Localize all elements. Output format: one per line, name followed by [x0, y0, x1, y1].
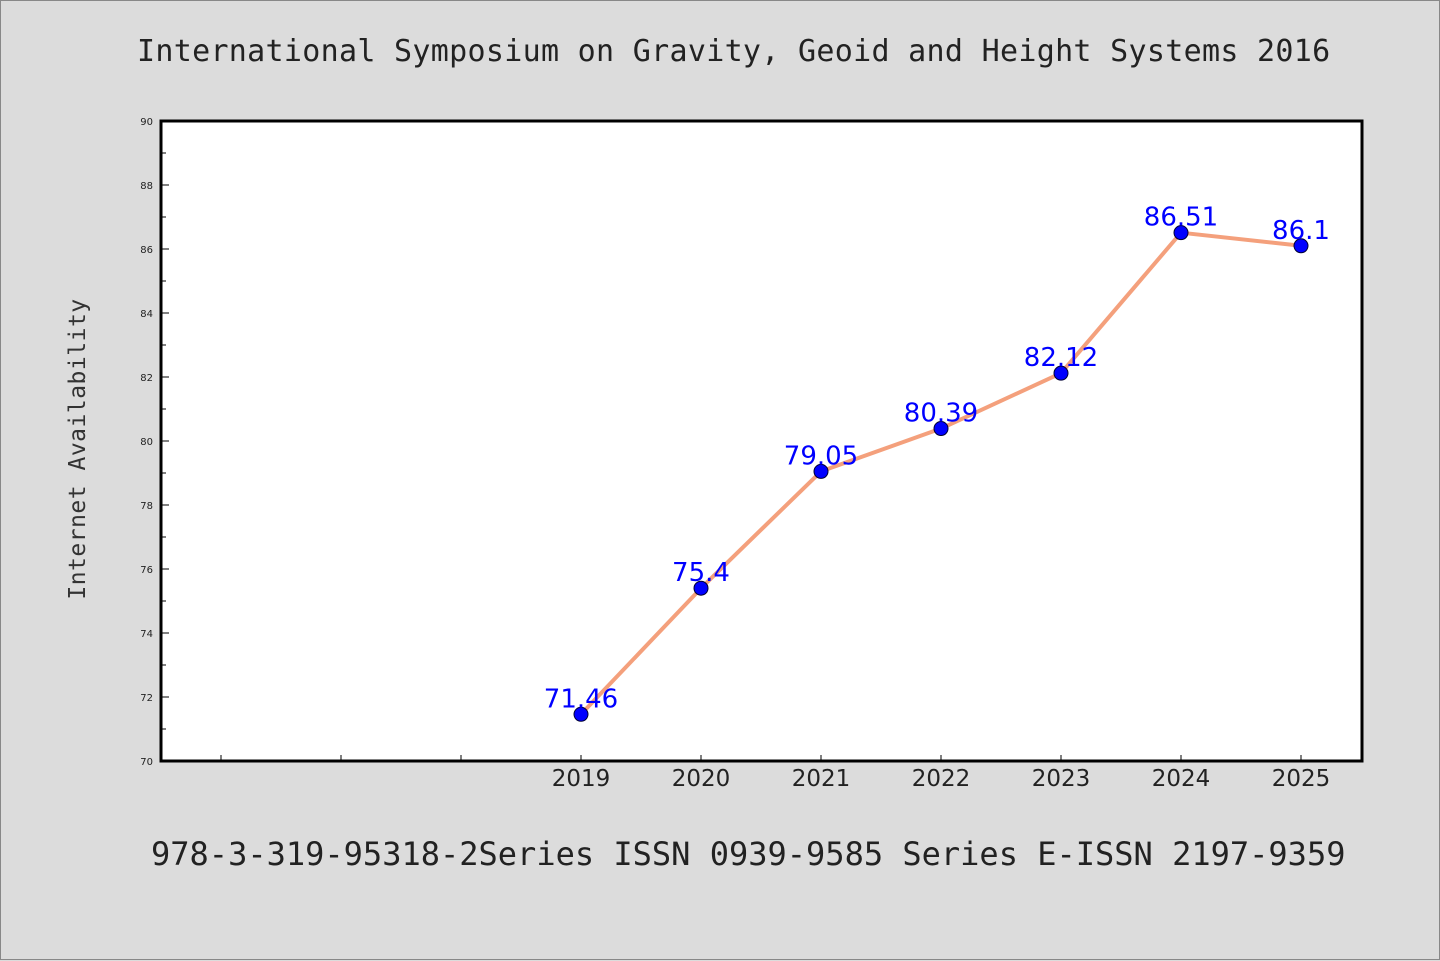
- isbn-issn-footer: 978-3-319-95318-2Series ISSN 0939-9585 S…: [151, 835, 1346, 873]
- data-label: 75.4: [672, 558, 730, 588]
- data-label: 79.05: [784, 441, 858, 471]
- data-point: [573, 706, 589, 722]
- x-tick-label: 2024: [1152, 766, 1211, 792]
- data-label: 86.51: [1144, 203, 1218, 233]
- y-tick-label: 76: [140, 565, 153, 576]
- data-label: 82.12: [1024, 343, 1098, 373]
- y-tick-label: 80: [140, 437, 153, 448]
- x-tick-label: 2020: [672, 766, 731, 792]
- y-tick-label: 86: [140, 245, 153, 256]
- x-tick-label: 2019: [552, 766, 611, 792]
- series-layer: [573, 225, 1309, 722]
- data-point: [1293, 238, 1309, 254]
- data-label: 71.46: [544, 684, 618, 714]
- y-tick-label: 74: [140, 629, 153, 640]
- y-tick-label: 72: [140, 693, 153, 704]
- x-axis: 2019 2020 2021 2022 2023 2024 2025: [220, 755, 1331, 792]
- x-tick-label: 2021: [792, 766, 851, 792]
- data-point: [1053, 365, 1069, 381]
- data-labels-layer: 71.46 75.4 79.05 80.39 82.12 86.51 86.1: [544, 203, 1330, 715]
- data-point: [693, 580, 709, 596]
- y-tick-label: 90: [140, 117, 153, 128]
- data-label: 80.39: [904, 399, 978, 429]
- plot-area: [159, 119, 1364, 763]
- y-axis: 70 72 74 76 78 80 82 84 86 88 90: [140, 117, 169, 768]
- data-point: [1173, 225, 1189, 241]
- chart-title: International Symposium on Gravity, Geoi…: [137, 34, 1331, 69]
- data-point: [813, 463, 829, 479]
- data-label: 86.1: [1272, 216, 1330, 246]
- y-tick-label: 84: [140, 309, 153, 320]
- x-tick-label: 2022: [912, 766, 971, 792]
- y-tick-label: 78: [140, 501, 153, 512]
- data-point: [933, 421, 949, 437]
- y-tick-label: 70: [140, 757, 153, 768]
- y-tick-label: 88: [140, 181, 153, 192]
- y-tick-label: 82: [140, 373, 153, 384]
- x-tick-label: 2025: [1272, 766, 1331, 792]
- x-tick-label: 2023: [1032, 766, 1091, 792]
